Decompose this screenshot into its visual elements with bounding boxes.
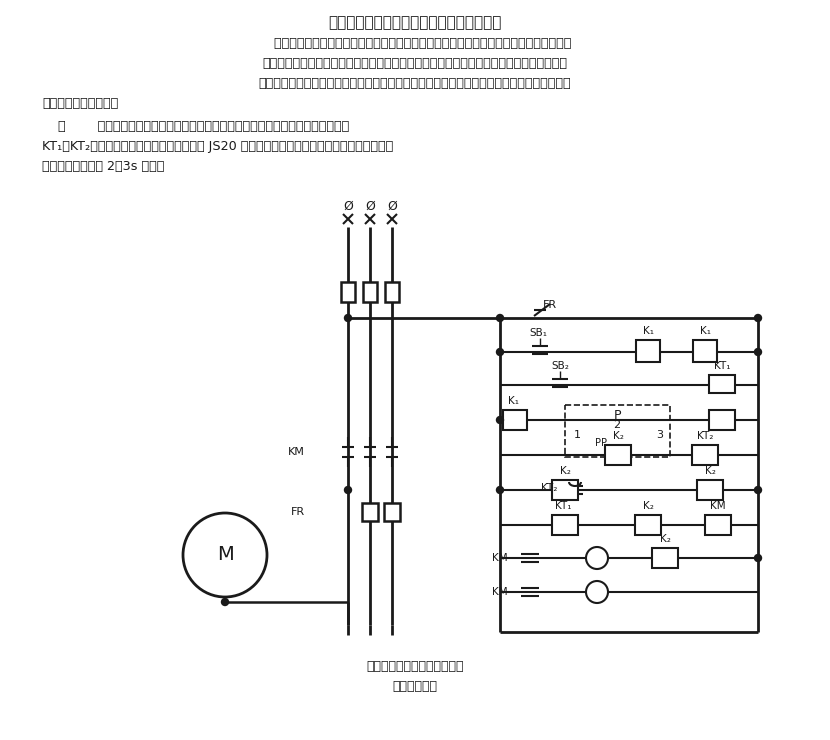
Text: SB₂: SB₂ — [551, 361, 569, 371]
Text: 自动控制电路: 自动控制电路 — [393, 680, 437, 693]
Text: 3: 3 — [657, 430, 663, 440]
Bar — [709, 410, 735, 430]
Bar — [341, 282, 355, 302]
Text: FR: FR — [290, 507, 305, 517]
Bar — [552, 480, 578, 500]
Text: 2: 2 — [613, 420, 621, 430]
Bar — [709, 375, 735, 393]
Text: K₁: K₁ — [507, 396, 519, 406]
Text: M: M — [217, 545, 233, 565]
Circle shape — [344, 486, 351, 494]
Circle shape — [222, 599, 228, 605]
Text: FR: FR — [543, 300, 557, 310]
Text: 完全使压力表触点接触或未完全使压力表的触点分开时，中间继电器将会产生欲吸吸不住或: 完全使压力表触点接触或未完全使压力表的触点分开时，中间继电器将会产生欲吸吸不住或 — [262, 57, 568, 70]
Text: K₂: K₂ — [559, 466, 570, 476]
Text: KT₁、KT₂，工作可靠性高。时间继电器选用 JS20 型，按实际需要调整时间，用于水位或气压延: KT₁、KT₂，工作可靠性高。时间继电器选用 JS20 型，按实际需要调整时间，… — [42, 140, 393, 153]
Text: SB₁: SB₁ — [529, 328, 547, 338]
Text: 用电接点压力表的液压、气压: 用电接点压力表的液压、气压 — [366, 660, 464, 673]
Bar — [635, 515, 661, 535]
Text: 用电接点压力表作液压、气压自动控制电路: 用电接点压力表作液压、气压自动控制电路 — [329, 15, 501, 30]
Circle shape — [344, 314, 351, 321]
Circle shape — [496, 349, 504, 355]
Bar — [697, 480, 723, 500]
Text: K₂: K₂ — [642, 501, 653, 511]
Text: KM: KM — [710, 501, 725, 511]
Circle shape — [496, 314, 504, 321]
Text: 和中间继电器的寿命。: 和中间继电器的寿命。 — [42, 97, 118, 110]
Circle shape — [496, 486, 504, 494]
Circle shape — [754, 349, 761, 355]
Text: KT₂: KT₂ — [697, 431, 713, 441]
Circle shape — [754, 314, 761, 321]
Text: KM: KM — [288, 447, 305, 457]
Bar — [384, 503, 400, 521]
Text: K₂: K₂ — [660, 534, 671, 544]
Text: KT₂: KT₂ — [540, 483, 557, 493]
Text: KM: KM — [492, 553, 508, 563]
Text: 欲分分不开的情况，压力表触点和中间继电器触点总会产生较大的火花或颤抖，会影响压力表: 欲分分不开的情况，压力表触点和中间继电器触点总会产生较大的火花或颤抖，会影响压力… — [259, 77, 571, 90]
Text: 1: 1 — [574, 430, 580, 440]
Bar — [363, 282, 377, 302]
Text: Ø: Ø — [387, 200, 397, 213]
Bar — [693, 340, 717, 362]
Circle shape — [586, 547, 608, 569]
Circle shape — [183, 513, 267, 597]
Text: KM: KM — [492, 587, 508, 597]
Bar — [503, 410, 527, 430]
Bar — [692, 445, 718, 465]
Bar — [652, 548, 678, 568]
Text: Ø: Ø — [343, 200, 353, 213]
Circle shape — [754, 486, 761, 494]
Text: KT₁: KT₁ — [714, 361, 730, 371]
Text: KT₁: KT₁ — [554, 501, 571, 511]
Bar — [385, 282, 399, 302]
Text: K₁: K₁ — [642, 326, 653, 336]
Bar — [705, 515, 731, 535]
Text: P: P — [613, 409, 621, 422]
Bar — [362, 503, 378, 521]
Text: K₁: K₁ — [700, 326, 710, 336]
Text: PP: PP — [595, 438, 607, 448]
Circle shape — [754, 554, 761, 562]
Text: 时时，一般调整为 2～3s 即可。: 时时，一般调整为 2～3s 即可。 — [42, 160, 164, 173]
Text: 用电接点压力表实现液位控制，在自动启动或自动停机的临界时间里，由于压力尚未达到: 用电接点压力表实现液位控制，在自动启动或自动停机的临界时间里，由于压力尚未达到 — [258, 37, 572, 50]
Bar — [552, 515, 578, 535]
Circle shape — [496, 417, 504, 423]
Bar — [605, 445, 631, 465]
Text: Ø: Ø — [365, 200, 375, 213]
Text: K₂: K₂ — [705, 466, 715, 476]
Text: 图        所示为利用电接点压力表的液压、气压自动控制电路，多用两只时间继电器: 图 所示为利用电接点压力表的液压、气压自动控制电路，多用两只时间继电器 — [42, 120, 349, 133]
Bar — [636, 340, 660, 362]
Circle shape — [586, 581, 608, 603]
Bar — [565, 405, 670, 457]
Text: K₂: K₂ — [613, 431, 623, 441]
